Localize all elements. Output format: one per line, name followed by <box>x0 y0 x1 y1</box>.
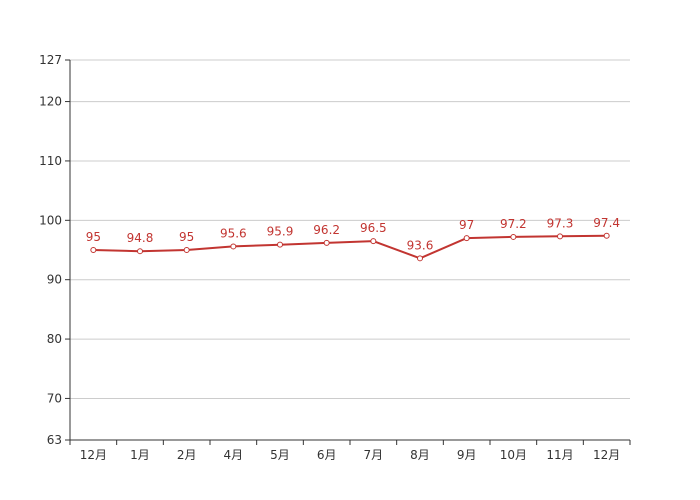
data-point <box>603 232 610 239</box>
x-tick-label: 12月 <box>593 448 620 462</box>
x-tick-label: 6月 <box>317 448 337 462</box>
x-tick-label: 8月 <box>410 448 430 462</box>
y-axis-ticks: 63 70 80 90 100 110 120 127 <box>39 53 70 447</box>
x-tick-label: 11月 <box>546 448 573 462</box>
x-tick-label: 10月 <box>500 448 527 462</box>
data-point <box>510 233 517 240</box>
x-tick-label: 7月 <box>364 448 384 462</box>
data-point <box>323 239 330 246</box>
x-tick-label: 9月 <box>457 448 477 462</box>
data-point <box>277 241 283 248</box>
data-label: 97 <box>459 218 474 232</box>
x-tick-label: 4月 <box>224 448 244 462</box>
y-tick-label: 80 <box>47 332 62 346</box>
y-tick-label: 100 <box>39 213 62 227</box>
data-point <box>417 255 423 262</box>
data-label: 96.2 <box>313 223 340 237</box>
series-line <box>93 234 607 260</box>
y-tick-label: 63 <box>47 433 62 447</box>
data-label: 96.5 <box>360 221 387 235</box>
data-label: 95.9 <box>267 225 294 239</box>
data-label: 95 <box>179 230 194 244</box>
data-label: 97.4 <box>593 216 620 230</box>
data-point <box>557 233 563 240</box>
y-tick-label: 70 <box>47 391 62 405</box>
data-point <box>370 238 377 245</box>
data-label: 97.2 <box>500 217 527 231</box>
data-point <box>137 248 143 255</box>
y-tick-label: 120 <box>39 95 62 109</box>
data-point <box>230 243 237 250</box>
data-label: 93.6 <box>407 238 434 252</box>
data-point <box>183 247 190 253</box>
data-point <box>90 247 97 253</box>
x-tick-label: 1月 <box>130 448 150 462</box>
data-label: 97.3 <box>547 216 574 230</box>
data-label: 94.8 <box>127 231 154 245</box>
y-tick-label: 110 <box>39 154 62 168</box>
data-point <box>463 235 470 242</box>
y-tick-label: 127 <box>39 53 62 67</box>
series: 95 94.8 95 95.6 95.9 96.2 96.5 93.6 97 97.2 97.3 97… <box>86 216 620 262</box>
data-label: 95.6 <box>220 226 247 240</box>
y-tick-label: 90 <box>47 273 62 287</box>
x-axis-ticks: 12月 1月 2月 4月 5月 6月 7月 8月 9月 10月 11月 12月 <box>69 440 631 462</box>
x-tick-label: 2月 <box>177 448 197 462</box>
data-label: 95 <box>86 230 101 244</box>
x-tick-label: 12月 <box>80 448 107 462</box>
grid-lines <box>70 59 630 399</box>
x-tick-label: 5月 <box>270 448 290 462</box>
